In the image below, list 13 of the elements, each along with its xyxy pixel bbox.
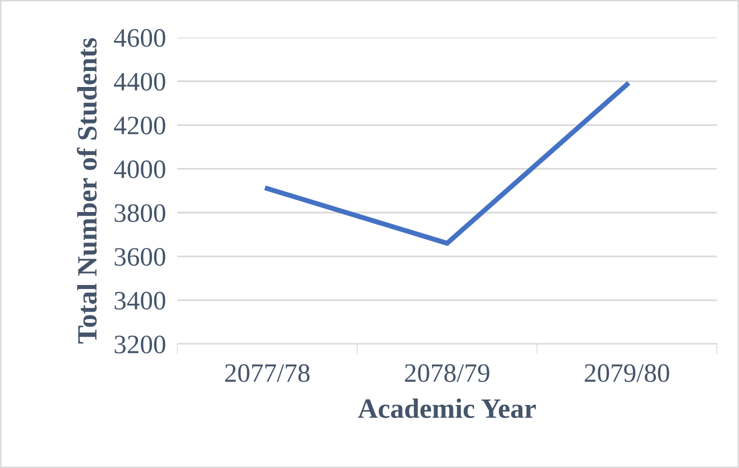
y-tick-label: 3600 <box>114 248 166 266</box>
y-axis-title: Total Number of Students <box>76 38 97 344</box>
y-tick-label: 3200 <box>114 336 166 354</box>
y-tick-label: 4600 <box>114 29 166 47</box>
x-tick-label: 2078/79 <box>405 364 490 382</box>
x-tick-label: 2079/80 <box>584 364 670 382</box>
x-axis-title: Academic Year <box>358 398 536 418</box>
y-tick-label: 3400 <box>114 292 166 310</box>
y-tick-label: 4200 <box>114 116 166 134</box>
y-tick-label: 3800 <box>114 204 166 222</box>
x-tick-label: 2077/78 <box>225 364 310 382</box>
y-tick-label: 4400 <box>114 72 166 91</box>
y-tick-label: 4000 <box>114 160 166 178</box>
